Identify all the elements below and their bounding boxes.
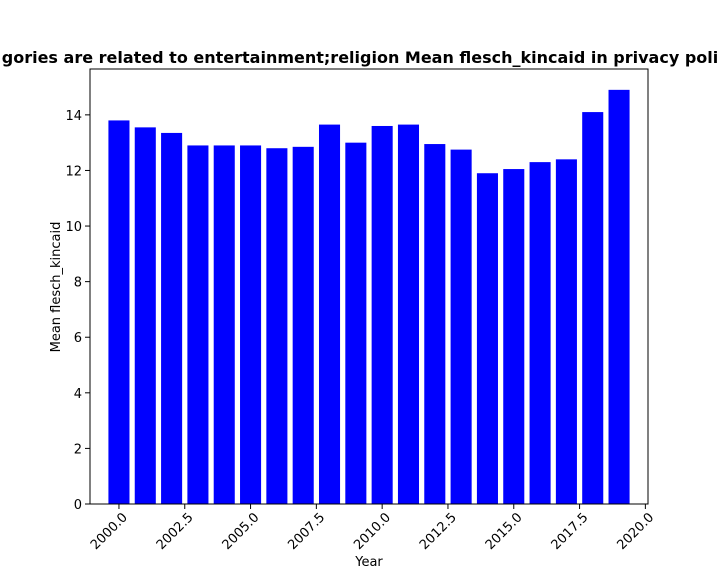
y-tick-label: 14 xyxy=(65,109,82,124)
bar-2003 xyxy=(187,145,209,504)
bar-2009 xyxy=(345,142,367,504)
bar-2008 xyxy=(318,124,341,504)
bar-2014 xyxy=(476,173,498,505)
x-tick-label: 2015.0 xyxy=(483,510,526,553)
y-axis-label: Mean flesch_kincaid xyxy=(49,222,64,353)
y-axis: 0 2 4 6 8 10 12 14 xyxy=(65,109,90,513)
y-tick-label: 6 xyxy=(74,331,82,346)
bar-2017 xyxy=(555,159,577,504)
x-tick-label: 2010.0 xyxy=(351,510,394,553)
x-tick-label: 2007.5 xyxy=(285,510,328,553)
x-axis-label: Year xyxy=(354,555,383,570)
bar-2004 xyxy=(213,145,235,504)
bar-2012 xyxy=(424,144,446,505)
y-tick-label: 2 xyxy=(74,442,82,457)
x-tick-label: 2020.0 xyxy=(614,510,657,553)
x-tick-label: 2002.5 xyxy=(154,510,197,553)
y-tick-label: 8 xyxy=(74,276,82,291)
y-tick-label: 4 xyxy=(74,387,82,402)
bar-2005 xyxy=(240,145,262,504)
y-tick-label: 0 xyxy=(74,498,82,513)
chart-title: gories are related to entertainment;reli… xyxy=(2,48,719,67)
bar-2015 xyxy=(503,169,525,504)
y-tick-label: 10 xyxy=(65,220,82,235)
x-tick-label: 2017.5 xyxy=(549,510,592,553)
bar-2013 xyxy=(450,149,472,505)
bar-2001 xyxy=(134,127,156,505)
x-tick-label: 2000.0 xyxy=(88,510,131,553)
bar-2010 xyxy=(371,125,393,504)
bar-2000 xyxy=(108,120,130,505)
bars-layer xyxy=(108,89,630,505)
y-tick-label: 12 xyxy=(65,164,82,179)
bar-2016 xyxy=(529,162,551,504)
plot-frame xyxy=(89,68,649,505)
bar-2002 xyxy=(161,132,183,504)
bar-2011 xyxy=(397,124,420,504)
bar-2006 xyxy=(266,148,288,504)
bar-2018 xyxy=(582,112,604,504)
bar-2007 xyxy=(292,146,314,504)
x-axis: 2000.0 2002.5 2005.0 2007.5 2010.0 2012.5 2015… xyxy=(88,504,657,553)
bar-2019 xyxy=(608,89,630,504)
x-tick-label: 2012.5 xyxy=(417,510,460,553)
x-tick-label: 2005.0 xyxy=(220,510,263,553)
